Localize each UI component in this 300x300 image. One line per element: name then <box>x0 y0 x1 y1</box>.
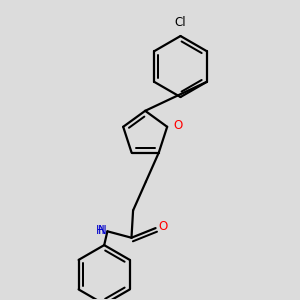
Text: O: O <box>159 220 168 233</box>
Text: Cl: Cl <box>175 16 186 29</box>
Text: H: H <box>96 224 105 237</box>
Text: N: N <box>98 224 107 237</box>
Text: O: O <box>173 119 182 132</box>
